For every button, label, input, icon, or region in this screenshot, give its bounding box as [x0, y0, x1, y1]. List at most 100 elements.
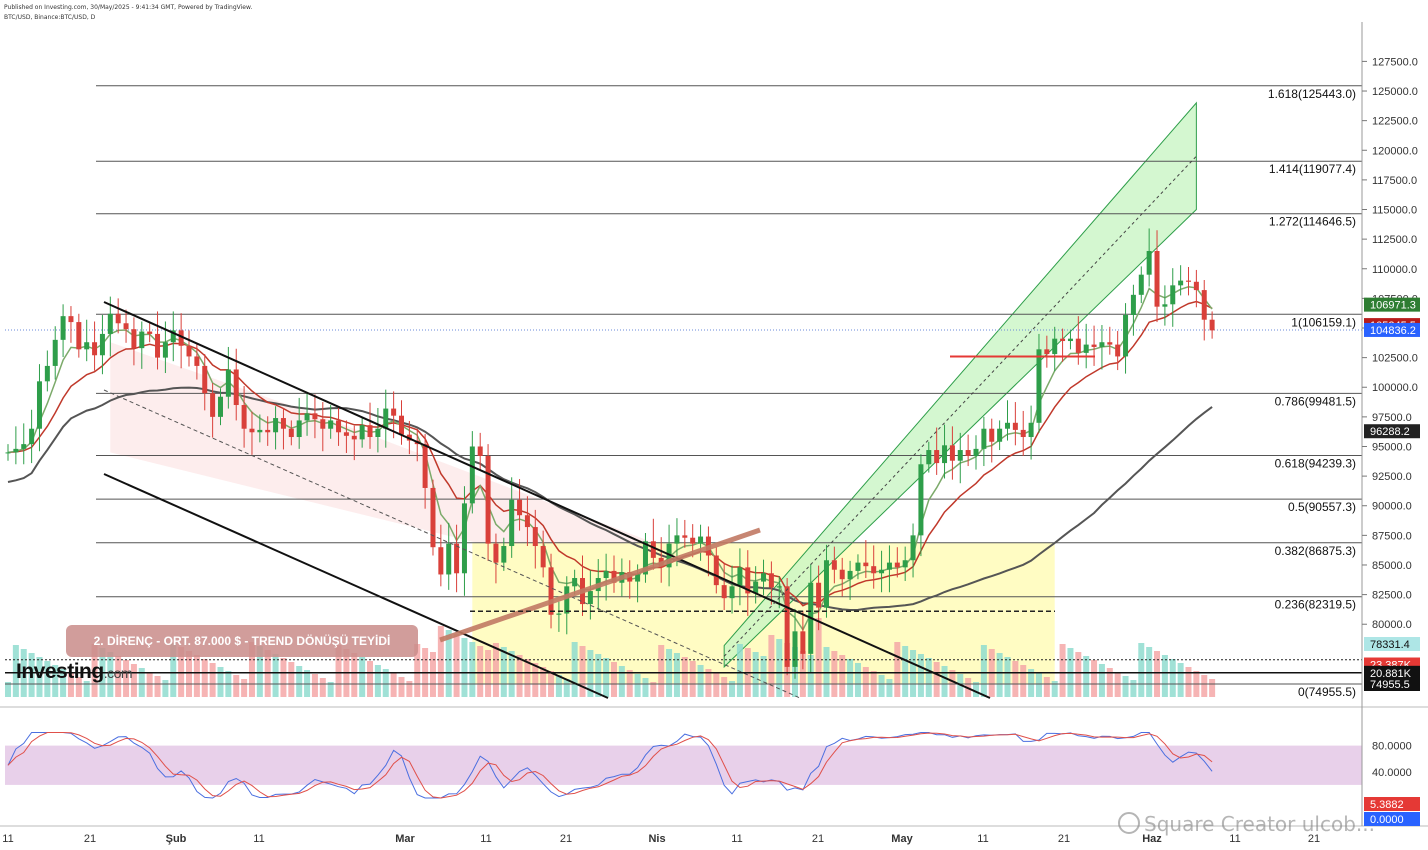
- fib-label: 0.382(86875.3): [1275, 544, 1356, 558]
- volume-bar: [1083, 656, 1090, 697]
- volume-bar: [217, 667, 224, 697]
- volume-bar: [973, 682, 980, 697]
- volume-bar: [697, 665, 704, 697]
- volume-bar: [1012, 661, 1019, 697]
- x-tick-label: Şub: [166, 833, 187, 845]
- volume-bar: [398, 677, 405, 697]
- volume-bar: [36, 657, 43, 697]
- candle-body: [367, 425, 373, 438]
- volume-bar: [886, 679, 893, 697]
- x-tick-label: 21: [560, 833, 572, 845]
- candle-body: [249, 428, 255, 433]
- uptrend-channel: [723, 101, 1197, 669]
- volume-bar: [44, 661, 51, 697]
- volume-bar: [319, 678, 326, 697]
- volume-bar: [374, 665, 381, 697]
- volume-bar: [831, 651, 838, 697]
- candle-body: [446, 543, 452, 575]
- volume-bar: [1043, 677, 1050, 697]
- candle-body: [587, 591, 593, 605]
- candle-body: [107, 313, 113, 334]
- downtrend-mid-line: [103, 389, 801, 699]
- volume-bar: [540, 667, 547, 697]
- candle-body: [123, 323, 129, 330]
- candle-body: [1060, 338, 1066, 342]
- volume-bar: [500, 647, 507, 697]
- candle-body: [217, 396, 223, 417]
- candle-body: [1162, 304, 1168, 307]
- candle-body: [288, 428, 294, 438]
- volume-bar: [1075, 652, 1082, 697]
- candle-body: [186, 345, 192, 357]
- candle-body: [155, 333, 161, 358]
- candle-body: [997, 428, 1003, 442]
- volume-bar: [390, 673, 397, 697]
- volume-bar: [815, 618, 822, 697]
- investing-logo: Investing.com: [16, 660, 133, 683]
- volume-bar: [642, 678, 649, 697]
- volume-bar: [327, 682, 334, 697]
- candle-body: [816, 582, 822, 608]
- candle-body: [147, 331, 153, 334]
- annotation-text: 2. DİRENÇ - ORT. 87.000 $ - TREND DÖNÜŞÜ…: [94, 633, 391, 648]
- candle-body: [894, 562, 900, 568]
- candle-body: [296, 420, 302, 438]
- volume-bar: [469, 642, 476, 697]
- y-tick-label: 127500.0: [1372, 56, 1418, 68]
- volume-bar: [1028, 669, 1035, 697]
- candle-body: [399, 415, 404, 435]
- candle-body: [115, 313, 121, 324]
- candle-body: [1028, 422, 1034, 438]
- y-tick-label: 100000.0: [1372, 382, 1418, 394]
- candle-body: [1004, 422, 1010, 429]
- candle-body: [328, 420, 334, 429]
- symbol-label: BTC/USD, Binance:BTC/USD, D: [4, 14, 96, 21]
- uptrend-mid-line: [723, 155, 1197, 657]
- volume-bar: [75, 677, 82, 697]
- volume-bar: [508, 651, 515, 697]
- support-trendline: [439, 527, 761, 643]
- volume-bar: [52, 665, 59, 697]
- candle-body: [682, 535, 688, 538]
- candle-body: [910, 535, 916, 561]
- volume-bar: [1201, 675, 1208, 697]
- candle-body: [375, 428, 381, 438]
- volume-bar: [367, 661, 374, 697]
- volume-bar: [280, 658, 287, 697]
- candle-body: [1067, 338, 1073, 342]
- candle-body: [1099, 342, 1105, 347]
- candle-body: [863, 562, 869, 567]
- fib-label: 0.618(94239.3): [1275, 457, 1356, 471]
- volume-bar: [461, 638, 468, 697]
- volume-bar: [996, 653, 1003, 697]
- candle-body: [745, 567, 751, 594]
- candle-body: [5, 452, 11, 454]
- volume-bar: [1146, 647, 1153, 697]
- candle-body: [611, 570, 617, 583]
- volume-bar: [12, 645, 19, 697]
- candle-body: [690, 537, 696, 544]
- volume-bar: [1122, 676, 1129, 697]
- price-tag-box: [1364, 665, 1420, 680]
- volume-bar: [768, 635, 775, 697]
- candle-body: [280, 418, 286, 429]
- fib-label: 0(74955.5): [1298, 685, 1356, 699]
- y-tick-label: 120000.0: [1372, 145, 1418, 157]
- candle-body: [831, 560, 837, 570]
- x-tick-label: Mar: [395, 833, 415, 845]
- volume-bar: [429, 652, 436, 697]
- volume-bar: [563, 679, 570, 697]
- volume-bar: [5, 682, 11, 697]
- y-tick-label: 102500.0: [1372, 353, 1418, 365]
- candle-body: [871, 566, 877, 574]
- candle-body: [548, 567, 554, 615]
- y-tick-label: 122500.0: [1372, 116, 1418, 128]
- price-tag-label: 104836.2: [1370, 325, 1416, 337]
- volume-bar: [288, 662, 295, 697]
- price-tag-label: 74955.5: [1370, 679, 1410, 691]
- sma-long-line: [7, 386, 1213, 612]
- candle-body: [1044, 349, 1050, 355]
- annotation-box: [66, 625, 418, 657]
- volume-bar: [1154, 651, 1161, 697]
- volume-bar: [736, 644, 743, 697]
